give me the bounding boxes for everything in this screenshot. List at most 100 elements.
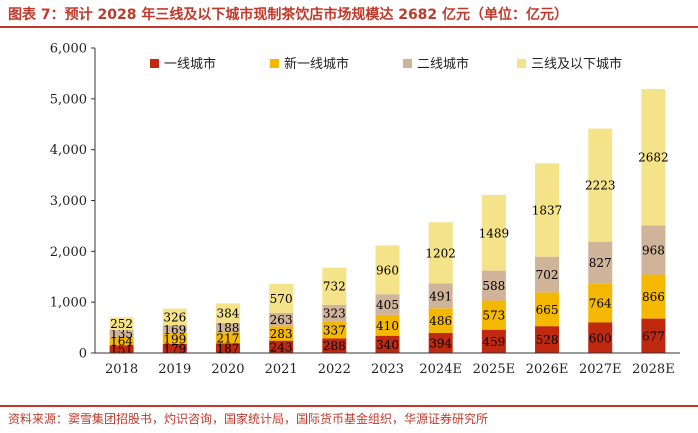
data-label: 340 <box>376 338 399 352</box>
bar-segment <box>641 274 666 319</box>
x-tick-label: 2023 <box>371 362 404 377</box>
bar-segment <box>588 322 613 353</box>
x-tick-label: 2024E <box>419 362 462 377</box>
bar-segment <box>641 89 666 226</box>
bar-segment <box>428 222 453 284</box>
data-label: 827 <box>589 256 612 270</box>
data-label: 288 <box>323 339 346 353</box>
bar-segment <box>322 267 347 305</box>
legend-swatch <box>270 59 279 68</box>
bar-segment <box>428 332 453 353</box>
data-label: 1489 <box>479 226 510 240</box>
data-label: 702 <box>536 268 559 282</box>
x-tick-label: 2026E <box>526 362 569 377</box>
x-tick-label: 2025E <box>473 362 516 377</box>
bar-segment <box>215 343 240 353</box>
data-label: 283 <box>270 327 293 341</box>
data-label: 2223 <box>585 179 616 193</box>
bar-segment <box>428 283 453 309</box>
data-label: 217 <box>217 331 240 345</box>
data-label: 677 <box>642 329 665 343</box>
data-label: 528 <box>536 333 559 347</box>
bar-segment <box>162 343 187 353</box>
y-tick-label: 0 <box>79 347 87 362</box>
y-tick-label: 1,000 <box>50 296 87 311</box>
bar-segment <box>641 225 666 275</box>
data-label: 169 <box>163 323 186 337</box>
title-divider <box>0 26 698 28</box>
data-label: 179 <box>163 342 186 356</box>
bar-segment <box>535 256 560 293</box>
data-label: 187 <box>217 342 240 356</box>
bar-segment <box>322 338 347 353</box>
x-tick-label: 2022 <box>318 362 351 377</box>
bar-segment <box>481 270 506 301</box>
legend-swatch <box>150 59 159 68</box>
bar-segment <box>375 335 400 353</box>
bar-segment <box>535 292 560 327</box>
source-note: 资料来源：窦雪集团招股书，灼识咨询，国家统计局，国际货币基金组织，华源证券研究所 <box>8 412 489 426</box>
y-tick-label: 2,000 <box>50 245 87 260</box>
x-tick-label: 2021 <box>265 362 298 377</box>
chart-title: 图表 7：预计 2028 年三线及以下城市现制茶饮店市场规模达 2682 亿元（… <box>8 7 569 23</box>
data-label: 1202 <box>425 246 456 260</box>
bar-segment <box>535 326 560 353</box>
bar-segment <box>588 128 613 242</box>
data-label: 164 <box>110 335 133 349</box>
bar-segment <box>109 336 134 346</box>
data-label: 252 <box>110 317 133 331</box>
data-label: 764 <box>589 297 612 311</box>
data-label: 866 <box>642 290 665 304</box>
bar-segment <box>215 303 240 323</box>
bar-segment <box>481 329 506 353</box>
bar-segment <box>269 283 294 313</box>
bar-segment <box>588 241 613 284</box>
bar-segment <box>535 163 560 257</box>
data-label: 2682 <box>638 151 669 165</box>
legend-label: 新一线城市 <box>284 56 349 72</box>
bar-segment <box>109 317 134 331</box>
bar-segment <box>322 304 347 322</box>
bar-segment <box>269 312 294 327</box>
data-label: 459 <box>482 335 505 349</box>
data-label: 600 <box>589 331 612 345</box>
bar-segment <box>269 326 294 341</box>
bar-segment <box>162 308 187 326</box>
bar-segment <box>109 345 134 353</box>
bar-segment <box>162 325 187 334</box>
x-tick-label: 2028E <box>632 362 675 377</box>
bar-segment <box>641 318 666 353</box>
legend-swatch <box>403 59 412 68</box>
data-label: 588 <box>482 279 505 293</box>
data-label: 570 <box>270 292 293 306</box>
bar-segment <box>375 294 400 315</box>
source-divider <box>0 405 698 407</box>
bar-segment <box>215 322 240 333</box>
x-tick-label: 2020 <box>211 362 244 377</box>
data-label: 188 <box>217 321 240 335</box>
data-label: 410 <box>376 319 399 333</box>
data-label: 960 <box>376 263 399 277</box>
data-label: 394 <box>429 336 452 350</box>
data-label: 263 <box>270 313 293 327</box>
y-tick-label: 5,000 <box>50 92 87 107</box>
y-tick-label: 3,000 <box>50 194 87 209</box>
data-label: 486 <box>429 314 452 328</box>
bar-segment <box>162 333 187 344</box>
bar-segment <box>215 332 240 344</box>
data-label: 968 <box>642 243 665 257</box>
bar-segment <box>481 194 506 271</box>
data-label: 135 <box>110 327 133 341</box>
x-tick-label: 2019 <box>158 362 191 377</box>
y-tick-label: 4,000 <box>50 143 87 158</box>
bar-segment <box>375 245 400 295</box>
data-label: 384 <box>217 307 240 321</box>
legend-label: 一线城市 <box>164 56 216 72</box>
y-tick-label: 6,000 <box>50 42 87 57</box>
x-tick-label: 2027E <box>579 362 622 377</box>
legend-label: 三线及以下城市 <box>531 56 622 72</box>
data-label: 199 <box>163 332 186 346</box>
data-label: 491 <box>429 289 452 303</box>
data-label: 243 <box>270 340 293 354</box>
